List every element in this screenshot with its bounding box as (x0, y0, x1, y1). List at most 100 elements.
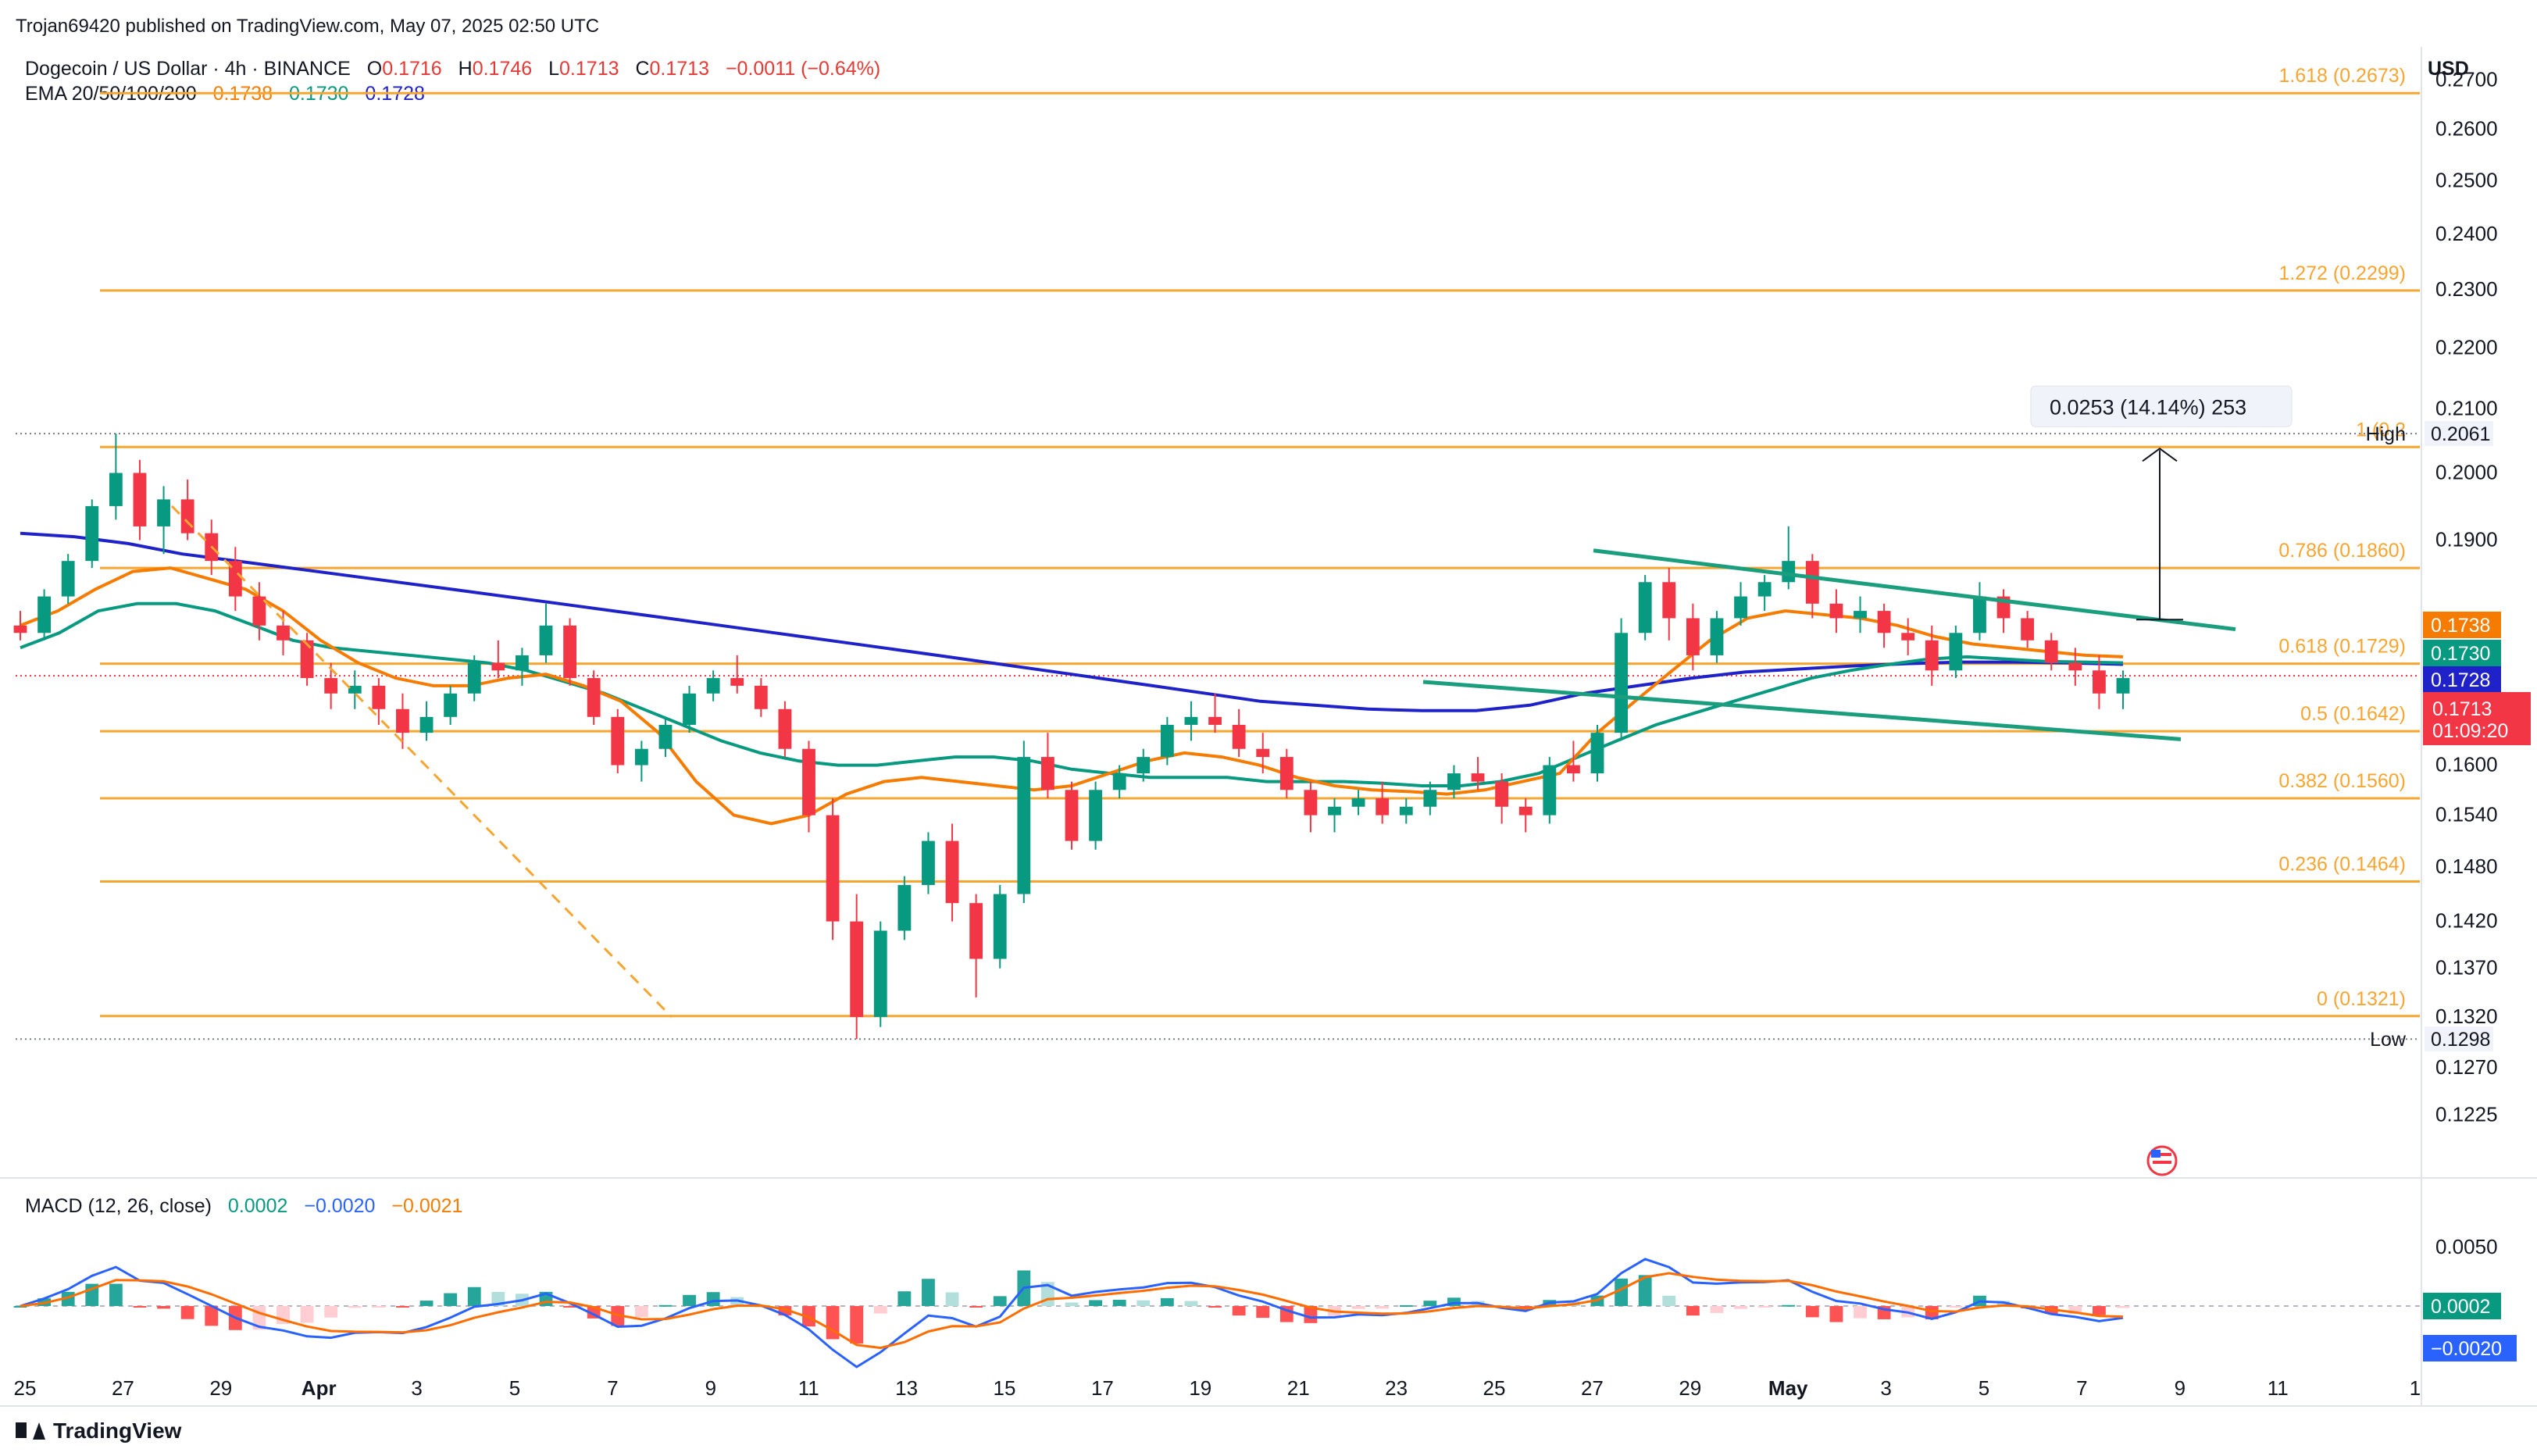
macd-histogram-bar (850, 1306, 864, 1344)
candle-body (1376, 798, 1390, 815)
fib-level-label: 0.618 (0.1729) (2278, 636, 2406, 658)
macd-histogram-bar (13, 1306, 27, 1308)
publisher-line: Trojan69420 published on TradingView.com… (16, 16, 600, 37)
time-tick-label: 27 (1581, 1376, 1604, 1400)
ema50-line (20, 601, 2124, 787)
candle-body (539, 625, 553, 655)
candle-body (826, 815, 840, 922)
candle-body (1089, 790, 1103, 841)
macd-hist-tag-value: 0.0002 (2431, 1296, 2490, 1318)
macd-histogram-bar (658, 1304, 673, 1307)
currency-label[interactable]: USD (2428, 58, 2469, 80)
tradingview-logo[interactable]: TradingView (16, 1419, 181, 1444)
candle-body (13, 625, 27, 633)
macd-histogram-bar (348, 1306, 362, 1308)
time-tick-label: 25 (1483, 1376, 1506, 1400)
macd-histogram-bar (1423, 1301, 1437, 1306)
macd-histogram-bar (1304, 1306, 1318, 1323)
candle-body (157, 499, 170, 526)
flag-stripe (2153, 1161, 2171, 1164)
macd-histogram-bar (372, 1306, 386, 1308)
time-tick-label: 29 (209, 1376, 232, 1400)
candle-body (1615, 633, 1629, 733)
candle-body (1065, 790, 1079, 841)
macd-histogram-bar (1638, 1275, 1652, 1306)
time-tick-label: 29 (1679, 1376, 1701, 1400)
price-tick-label: 0.2000 (2435, 460, 2498, 484)
candle-body (2068, 662, 2082, 671)
ema-price-tag-value: 0.1730 (2431, 643, 2490, 665)
candle-body (396, 708, 409, 733)
fib-level-label: 0.5 (0.1642) (2300, 703, 2406, 725)
brand-name: TradingView (53, 1419, 182, 1443)
candle-body (1351, 798, 1365, 807)
macd-histogram-bar (634, 1306, 648, 1317)
candle-body (1829, 603, 1843, 619)
candle-body (1040, 757, 1054, 790)
candle-body (1112, 773, 1126, 790)
macd-histogram-bar (683, 1294, 696, 1306)
symbol-name: Dogecoin / US Dollar · 4h · BINANCE (25, 58, 351, 80)
candle-body (634, 748, 648, 765)
macd-histogram-bar (1447, 1297, 1461, 1306)
time-tick-label: 11 (2268, 1376, 2289, 1400)
price-axis[interactable]: 0.2700 0.2600 0.2500 0.2400 0.2300 0.2200 0.21… (2366, 67, 2531, 1126)
macd-histogram-bar (444, 1293, 458, 1306)
candle-body (61, 561, 75, 597)
candle-body (1543, 765, 1557, 815)
drawings[interactable]: 0.0253 (14.14%) 253 (170, 385, 2293, 1176)
candle-body (1232, 724, 1246, 749)
macd-histogram-bar (706, 1292, 720, 1306)
low-label: Low (2370, 1029, 2407, 1051)
candle-body (897, 885, 912, 931)
time-tick-label: 5 (1979, 1376, 1989, 1400)
candle-body (180, 499, 194, 534)
macd-line-tag (2423, 1335, 2517, 1361)
low-label: L (548, 58, 560, 80)
time-tick-label: May (1768, 1376, 1808, 1400)
macd-histogram-bar (1256, 1306, 1270, 1319)
macd-histogram-bar (2116, 1306, 2130, 1308)
candle-body (563, 625, 577, 679)
candle-body (1877, 611, 1891, 633)
candle-body (1973, 596, 1986, 633)
symbol-legend[interactable]: Dogecoin / US Dollar · 4h · BINANCE O0.1… (25, 58, 880, 80)
macd-histogram-bar (205, 1306, 219, 1326)
signal-line (20, 1272, 2124, 1350)
macd-histogram-bar (1065, 1302, 1079, 1306)
ema-price-tag (2423, 666, 2501, 693)
candle-body (228, 561, 242, 597)
macd-title: MACD (12, 26, close) (25, 1195, 212, 1217)
candle-body (372, 685, 386, 709)
candle-body (133, 473, 147, 526)
candle-body (1471, 773, 1485, 782)
price-tick-label: 0.1370 (2435, 956, 2498, 980)
candle-body (1782, 561, 1796, 583)
macd-histogram-bar (133, 1306, 147, 1308)
macd-signal-value: −0.0021 (391, 1195, 463, 1217)
macd-histogram-bar (1136, 1300, 1151, 1306)
macd-histogram-bar (826, 1306, 840, 1340)
candle-body (945, 840, 959, 904)
high-tag (2425, 421, 2493, 447)
macd-histogram-bar (300, 1306, 314, 1323)
candle-body (611, 716, 625, 765)
candle-body (754, 685, 768, 709)
candle-body (2116, 678, 2130, 694)
macd-histogram-bar (1089, 1300, 1103, 1306)
time-tick-label: 13 (895, 1376, 918, 1400)
low-value: 0.1713 (559, 58, 619, 80)
macd-histogram-bar (1805, 1306, 1819, 1318)
macd-histogram-bar (1782, 1304, 1796, 1307)
change-value: −0.0011 (−0.64%) (725, 58, 881, 80)
fibonacci-retracement[interactable]: 1.618 (0.2673) 1.272 (0.2299) 1 (0.2 0.786 … (100, 65, 2420, 1018)
time-axis[interactable]: 25 27 29 Apr 3 5 7 9 11 13 15 17 19 21 23 25 27 29 May 3 5 7 9… (14, 1376, 2421, 1400)
candle-body (1734, 596, 1747, 619)
candle-body (993, 894, 1007, 959)
price-tick-label: 0.2700 (2435, 67, 2498, 91)
ema-price-tag (2423, 612, 2501, 638)
candle-body (2044, 640, 2058, 663)
macd-legend[interactable]: MACD (12, 26, close) 0.0002 −0.0020 −0.0… (25, 1195, 462, 1218)
candle-body (1160, 724, 1174, 758)
